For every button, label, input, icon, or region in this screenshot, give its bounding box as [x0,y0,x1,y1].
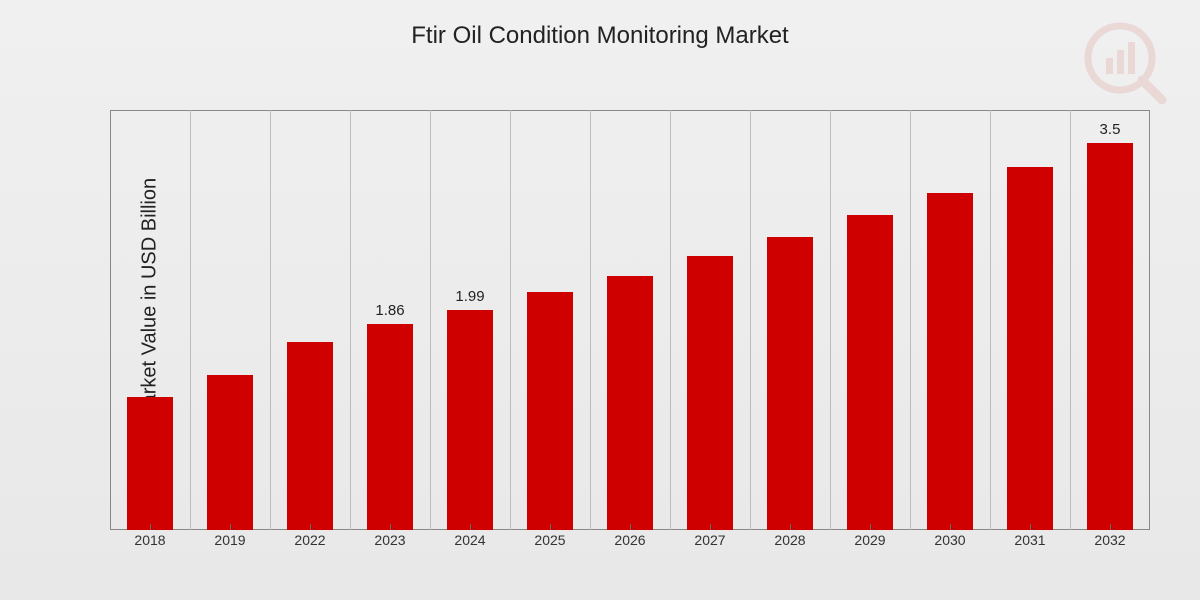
chart-title: Ftir Oil Condition Monitoring Market [0,0,1200,50]
bar [687,256,733,530]
bar: 1.86 [367,324,413,530]
bar-value-label: 1.99 [455,288,484,305]
x-tick-label: 2031 [990,532,1070,562]
x-tick-label: 2026 [590,532,670,562]
x-tick-label: 2028 [750,532,830,562]
bar-slot [510,110,590,530]
bar: 3.5 [1087,143,1133,530]
chart-container: Ftir Oil Condition Monitoring Market Mar… [0,0,1200,600]
x-tick-label: 2023 [350,532,430,562]
bar-slot [190,110,270,530]
bar-slot [750,110,830,530]
bar [1007,167,1053,530]
bar-slot [990,110,1070,530]
bar: 1.99 [447,310,493,530]
bar-value-label: 1.86 [375,302,404,319]
bar [527,292,573,530]
x-tick-label: 2018 [110,532,190,562]
bar-value-label: 3.5 [1100,121,1121,138]
bar-slot: 1.99 [430,110,510,530]
bar-group: 1.86 1.99 3.5 [110,110,1150,530]
bar-slot: 1.86 [350,110,430,530]
bar-slot: 3.5 [1070,110,1150,530]
x-tick-label: 2032 [1070,532,1150,562]
x-tick-label: 2022 [270,532,350,562]
x-tick-label: 2019 [190,532,270,562]
bar-slot [670,110,750,530]
bar [847,215,893,530]
watermark-logo [1080,18,1170,113]
x-axis: 2018201920222023202420252026202720282029… [110,532,1150,562]
x-tick-label: 2024 [430,532,510,562]
plot-area: 1.86 1.99 3.5 [110,110,1150,530]
bar-slot [910,110,990,530]
bar [127,397,173,530]
bar [927,193,973,530]
bar [767,237,813,530]
x-tick-label: 2027 [670,532,750,562]
bar-slot [590,110,670,530]
x-tick-label: 2030 [910,532,990,562]
bar [207,375,253,530]
x-tick-label: 2029 [830,532,910,562]
x-tick-label: 2025 [510,532,590,562]
bar [287,342,333,530]
bar-slot [270,110,350,530]
bar-slot [830,110,910,530]
bar-slot [110,110,190,530]
bar [607,276,653,530]
